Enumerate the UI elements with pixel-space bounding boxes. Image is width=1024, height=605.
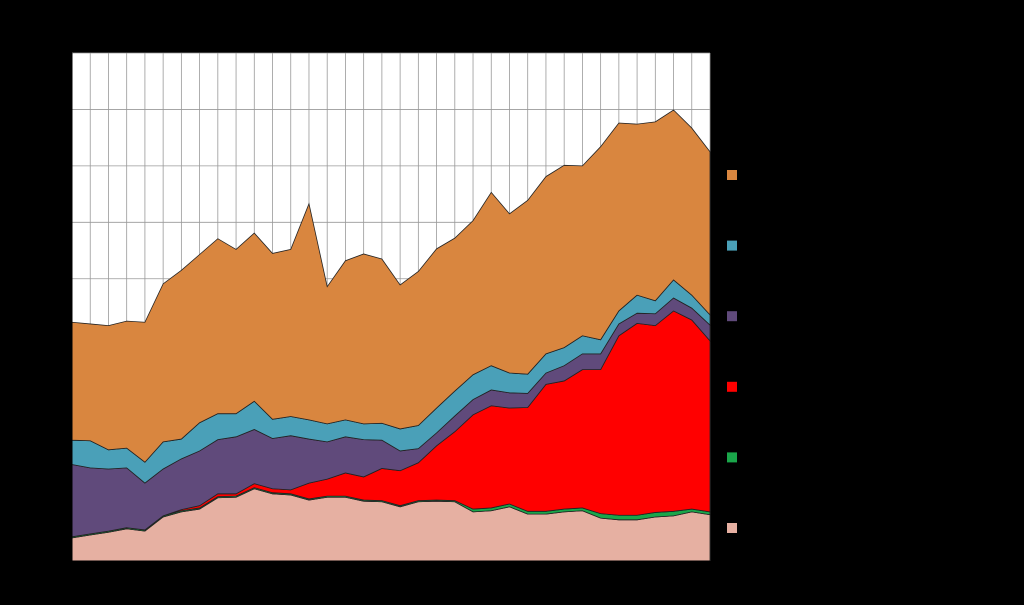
y-tick-label: 0 — [57, 553, 64, 567]
y-tick-label: 6 — [57, 215, 64, 229]
legend-swatch — [727, 311, 737, 322]
y-tick-label: 3 — [57, 384, 64, 398]
y-tick-label: 4 — [57, 327, 64, 341]
y-tick-label: 5 — [57, 271, 64, 285]
y-tick-label: 7 — [57, 158, 64, 172]
legend-swatch — [727, 452, 737, 463]
y-tick-label: 8 — [57, 102, 64, 116]
legend-swatch — [727, 523, 737, 533]
legend-swatch — [727, 240, 737, 251]
legend-swatch — [727, 381, 737, 392]
y-tick-label: 9 — [57, 45, 64, 59]
area — [71, 109, 711, 463]
legend-swatch — [727, 170, 737, 180]
y-tick-label: 1 — [57, 497, 64, 511]
y-tick-label: 2 — [57, 440, 64, 454]
